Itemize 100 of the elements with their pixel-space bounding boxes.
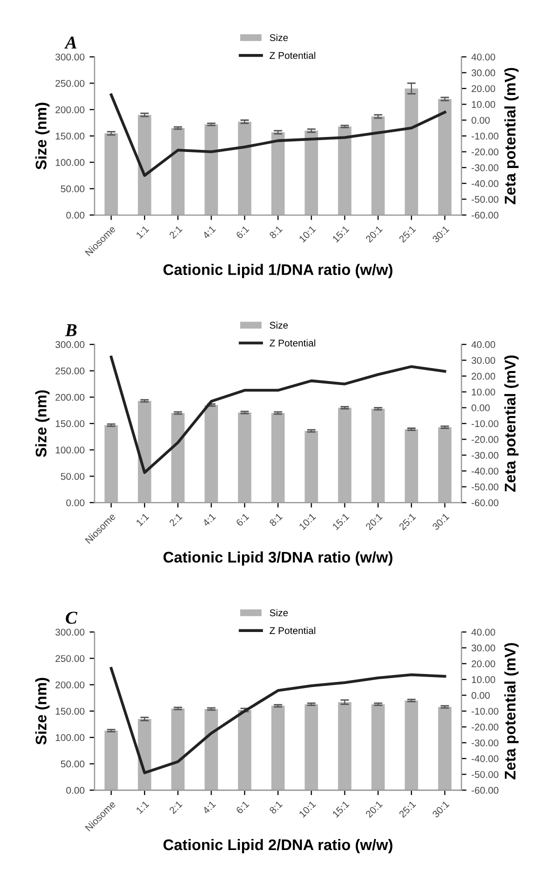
legend-label: Size (270, 34, 288, 42)
x-tick-label: 15:1 (332, 512, 350, 530)
x-tick-label: 1:1 (136, 800, 150, 814)
x-tick-label: 20:1 (365, 225, 383, 243)
bar (438, 427, 452, 503)
bar (271, 706, 285, 790)
bar (371, 704, 385, 790)
legend-label: Size (270, 609, 288, 616)
x-axis-title: Cationic Lipid 1/DNA ratio (w/w) (163, 264, 392, 278)
x-tick-label: 6:1 (236, 225, 250, 239)
y2-tick-label: -10.00 (472, 708, 498, 715)
bar (304, 430, 318, 503)
x-tick-label: 8:1 (268, 225, 283, 240)
bar (404, 429, 418, 503)
bar (238, 412, 252, 503)
chart-title: B (64, 324, 77, 336)
x-tick-label: 25:1 (398, 800, 416, 818)
x-tick-label: 1:1 (136, 512, 150, 526)
y2-tick-label: -40.00 (472, 180, 498, 188)
x-tick-label: 30:1 (432, 225, 450, 243)
y2-tick-label: 30.00 (472, 69, 496, 76)
y2-tick-label: 20.00 (472, 85, 496, 92)
y2-tick-label: -50.00 (472, 771, 498, 778)
y2-tick-label: 20.00 (472, 660, 496, 668)
x-tick-label: 6:1 (236, 800, 250, 814)
legend-label: Z Potential (270, 52, 316, 59)
y2-tick-label: -30.00 (472, 452, 498, 459)
bar (171, 412, 185, 503)
bar (171, 708, 185, 790)
x-tick-label: 6:1 (236, 512, 250, 527)
y2-axis-title: Zeta potential (mV) (504, 68, 519, 204)
y-tick-label: 50.00 (60, 472, 84, 480)
y2-tick-label: -10.00 (472, 420, 498, 428)
y-tick-label: 200.00 (56, 106, 84, 114)
y2-tick-label: -60.00 (472, 212, 498, 219)
y-tick-label: 200.00 (56, 394, 84, 401)
x-tick-label: 25:1 (398, 512, 416, 530)
bar (138, 718, 152, 790)
y2-tick-label: 40.00 (471, 54, 496, 60)
x-tick-label: 2:1 (168, 800, 183, 814)
bar (204, 405, 218, 503)
x-tick-label: 2:1 (168, 512, 183, 527)
x-tick-label: 8:1 (268, 512, 283, 527)
y-tick-label: 100.00 (56, 446, 84, 454)
y-tick-label: 250.00 (56, 80, 84, 87)
bar (338, 408, 352, 503)
bar (438, 99, 452, 216)
y-axis-title: Size (nm) (35, 678, 50, 745)
y-tick-label: 250.00 (56, 655, 84, 662)
bar (104, 425, 118, 503)
bar (138, 114, 152, 216)
y2-tick-label: 40.00 (471, 628, 496, 636)
legend-label: Z Potential (270, 626, 316, 634)
y2-tick-label: 0.00 (472, 692, 490, 699)
y2-tick-label: 0.00 (472, 404, 490, 412)
y-tick-label: 250.00 (56, 368, 84, 374)
x-tick-label: 20:1 (365, 800, 383, 818)
bar (171, 128, 185, 216)
line-series (110, 93, 446, 177)
x-tick-label: 8:1 (268, 800, 283, 814)
chart-title: C (66, 612, 78, 624)
x-tick-label: 30:1 (432, 512, 450, 530)
y-tick-label: 50.00 (60, 185, 84, 192)
y-tick-label: 100.00 (56, 734, 84, 742)
bar (371, 408, 385, 503)
x-tick-label: 4:1 (202, 800, 216, 814)
bar (104, 730, 118, 790)
y2-tick-label: 30.00 (472, 644, 496, 652)
bar (204, 708, 218, 790)
y-tick-label: 0.00 (66, 499, 84, 506)
x-tick-label: 10:1 (298, 800, 316, 818)
x-tick-label: 4:1 (202, 512, 216, 527)
y-tick-label: 50.00 (60, 760, 84, 768)
line-series (110, 666, 446, 774)
bar (404, 700, 418, 790)
y2-tick-label: -40.00 (472, 755, 498, 762)
y2-tick-label: -50.00 (472, 196, 498, 203)
legend-label: Size (270, 322, 288, 329)
bar (371, 116, 385, 216)
y-tick-label: 300.00 (55, 628, 84, 636)
x-tick-label: 15:1 (332, 225, 350, 243)
y2-tick-label: 0.00 (472, 116, 490, 124)
x-tick-label: 20:1 (365, 512, 383, 530)
bar (271, 132, 285, 216)
y2-tick-label: 10.00 (472, 101, 496, 108)
bar (304, 130, 318, 216)
y2-tick-label: -50.00 (472, 484, 498, 490)
y2-tick-label: -60.00 (472, 499, 498, 506)
bar (271, 412, 285, 503)
y-axis-title: Size (nm) (35, 390, 50, 458)
y2-tick-label: -30.00 (472, 739, 498, 746)
bar (138, 400, 152, 503)
bar (238, 122, 252, 216)
y-tick-label: 150.00 (56, 708, 84, 715)
x-tick-label: 30:1 (432, 800, 450, 818)
bar (438, 706, 452, 790)
y2-tick-label: 40.00 (471, 341, 496, 348)
y2-tick-label: 10.00 (472, 388, 496, 396)
x-tick-label: 1:1 (136, 225, 150, 239)
x-axis-title: Cationic Lipid 2/DNA ratio (w/w) (163, 838, 392, 854)
